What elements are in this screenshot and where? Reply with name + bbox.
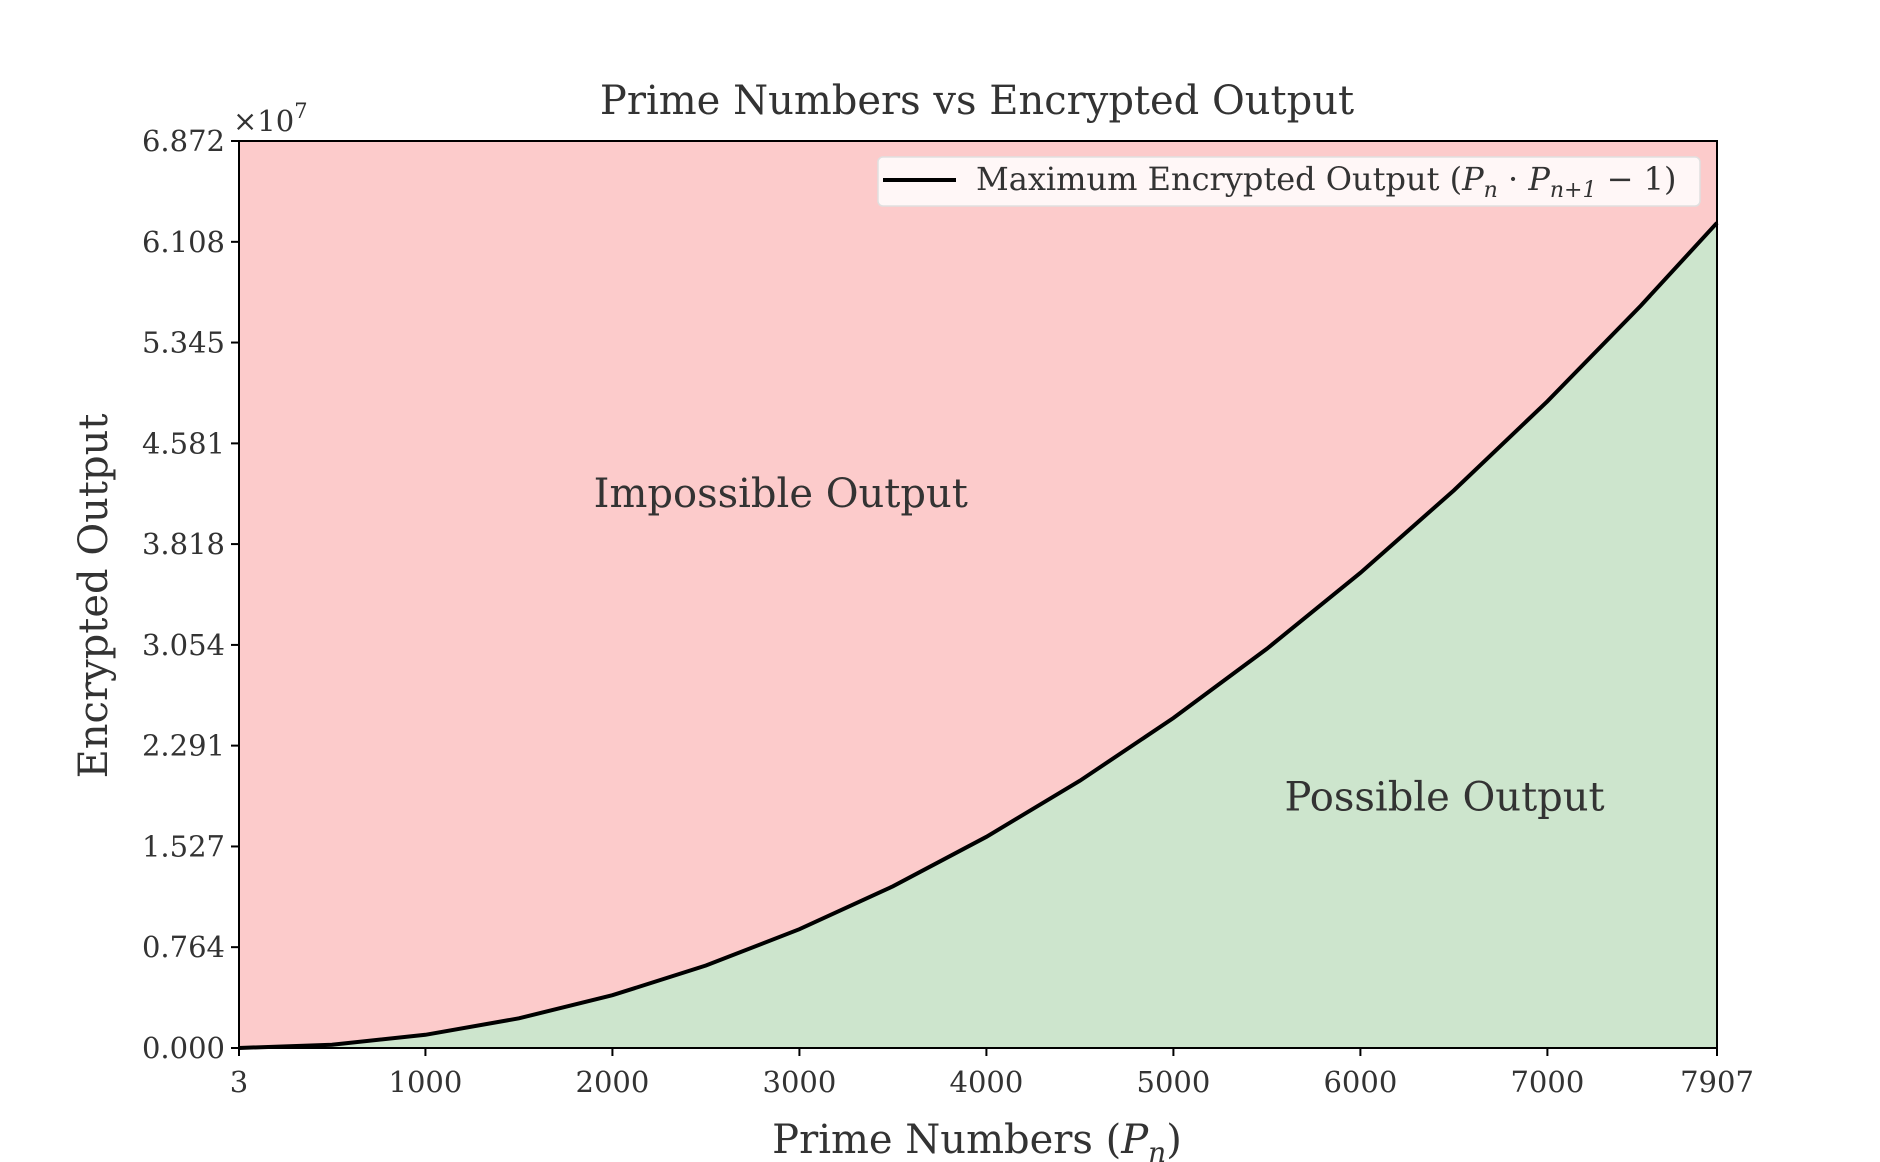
x-tick-label: 4000: [950, 1065, 1024, 1099]
x-tick-label: 7907: [1680, 1065, 1754, 1099]
plot-frame: [238, 140, 1718, 1049]
y-tick-label: 2.291: [142, 729, 225, 763]
legend: Maximum Encrypted Output (Pn · Pn+1 − 1): [877, 156, 1701, 207]
x-tick-label: 3000: [763, 1065, 837, 1099]
x-tick-label: 1000: [389, 1065, 463, 1099]
x-tick-label: 3: [230, 1065, 248, 1099]
y-tick-label: 3.054: [142, 628, 225, 662]
y-tick-label: 6.108: [142, 225, 225, 259]
y-tick-label: 0.000: [142, 1031, 225, 1065]
x-axis-label: Prime Numbers (Pn): [772, 1117, 1182, 1162]
y-tick-label: 1.527: [142, 829, 225, 863]
y-axis-ticks: 0.000 0.764 1.527 2.291 3.054 3.818 4.581 5.345…: [142, 124, 239, 1065]
y-axis-label: Encrypted Output: [71, 414, 117, 779]
x-tick-label: 6000: [1323, 1065, 1397, 1099]
series-line: [238, 221, 1719, 1050]
region-label-possible: Possible Output: [1285, 774, 1605, 820]
x-axis-ticks: 3 1000 2000 3000 4000 5000 6000 7000 7907: [230, 1048, 1754, 1099]
possible-region-fill: [239, 222, 1717, 1048]
plot-area: [238, 140, 1719, 1050]
y-axis-multiplier: ×107: [233, 99, 308, 138]
legend-box: [877, 156, 1701, 207]
x-tick-label: 7000: [1510, 1065, 1584, 1099]
y-tick-label: 4.581: [142, 426, 225, 460]
y-tick-label: 5.345: [142, 326, 225, 360]
x-tick-label: 5000: [1137, 1065, 1211, 1099]
y-tick-label: 6.872: [142, 124, 225, 158]
chart-title: Prime Numbers vs Encrypted Output: [600, 78, 1354, 124]
y-tick-label: 0.764: [142, 930, 225, 964]
x-tick-label: 2000: [576, 1065, 650, 1099]
y-tick-label: 3.818: [142, 527, 225, 561]
region-label-impossible: Impossible Output: [594, 471, 968, 517]
